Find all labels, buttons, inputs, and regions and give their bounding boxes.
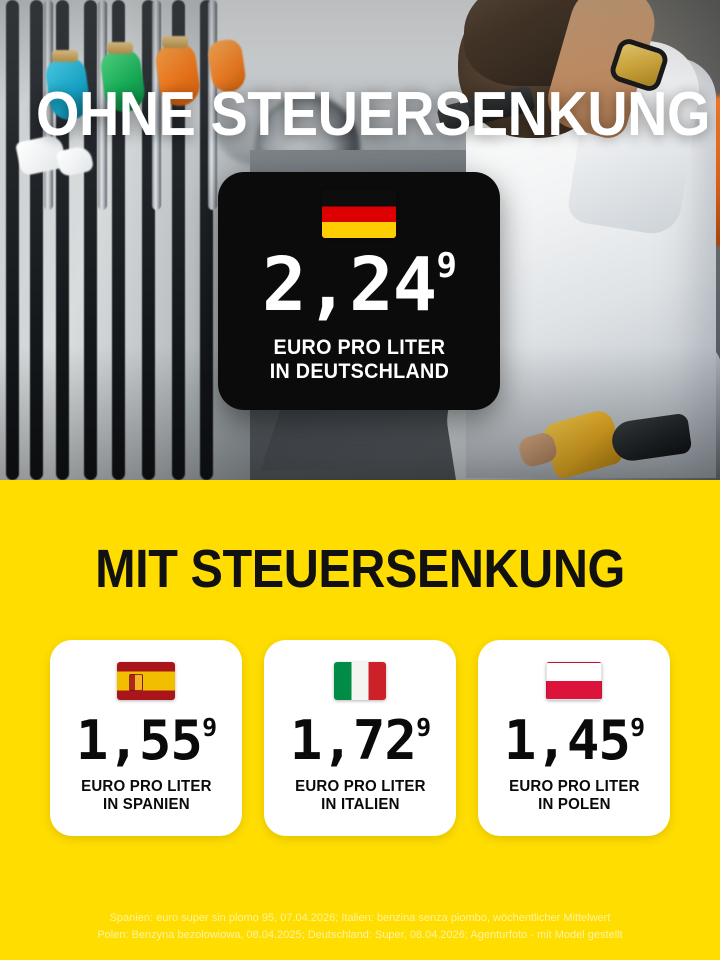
price-superscript: 9: [436, 246, 458, 287]
price-label-line1: EURO PRO LITER: [508, 778, 640, 795]
chrome-pipe: [208, 0, 217, 210]
frustrated-man-photo: [430, 0, 720, 480]
price-label-line1: EURO PRO LITER: [273, 336, 445, 359]
price-cards-row: 1,55 9 EURO PRO LITER IN SPANIEN 1,72 9 EU…: [0, 640, 720, 836]
flag-poland-icon: [546, 662, 602, 700]
price-main: 1,72: [289, 709, 417, 772]
price-label-line2: IN ITALIEN: [320, 796, 400, 814]
chrome-pipe: [152, 0, 161, 210]
fuel-pump-nozzle-bank: [0, 0, 248, 480]
price-card-spain: 1,55 9 EURO PRO LITER IN SPANIEN: [50, 640, 242, 836]
price-value-germany: 2,24 9: [261, 242, 458, 328]
price-value-poland: 1,45 9: [503, 709, 645, 772]
nozzle-collar: [107, 42, 133, 54]
price-label-germany: EURO PRO LITER IN DEUTSCHLAND: [269, 336, 448, 384]
price-main: 2,24: [261, 242, 437, 328]
photo-section: OHNE STEUERSENKUNG 2,24 9 EURO PRO LITER …: [0, 0, 720, 480]
footnote-line-1: Spanien: euro super sin plomo 95, 07.04.…: [109, 912, 611, 924]
flag-germany-icon: [322, 190, 396, 238]
price-value-italy: 1,72 9: [289, 709, 431, 772]
fuel-hose: [56, 0, 69, 480]
fuel-hose: [6, 0, 19, 480]
flag-italy-icon: [334, 662, 386, 700]
price-label-line2: IN SPANIEN: [102, 796, 190, 814]
page-title-bottom: MIT STEUERSENKUNG: [95, 539, 625, 599]
price-label-poland: EURO PRO LITER IN POLEN: [509, 778, 639, 814]
fuel-hose: [112, 0, 125, 480]
fuel-hose: [30, 0, 43, 480]
price-label-line2: IN POLEN: [537, 796, 611, 814]
price-superscript: 9: [202, 713, 217, 742]
price-card-poland: 1,45 9 EURO PRO LITER IN POLEN: [478, 640, 670, 836]
price-card-italy: 1,72 9 EURO PRO LITER IN ITALIEN: [264, 640, 456, 836]
fuel-hose: [84, 0, 97, 480]
price-label-line1: EURO PRO LITER: [80, 778, 212, 795]
price-value-spain: 1,55 9: [75, 709, 217, 772]
price-card-germany: 2,24 9 EURO PRO LITER IN DEUTSCHLAND: [218, 172, 500, 410]
chrome-pipe: [44, 0, 53, 210]
price-label-line1: EURO PRO LITER: [294, 778, 426, 795]
page-title-top: OHNE STEUERSENKUNG: [36, 80, 710, 149]
price-label-spain: EURO PRO LITER IN SPANIEN: [81, 778, 211, 814]
price-main: 1,45: [503, 709, 631, 772]
price-label-line2: IN DEUTSCHLAND: [269, 359, 449, 383]
nozzle-collar: [162, 36, 188, 48]
price-main: 1,55: [75, 709, 203, 772]
price-superscript: 9: [416, 713, 431, 742]
price-superscript: 9: [630, 713, 645, 742]
flag-spain-icon: [117, 662, 175, 700]
comparison-section: MIT STEUERSENKUNG 1,55 9 EURO PRO LITER I…: [0, 480, 720, 960]
source-footnote: Spanien: euro super sin plomo 95, 07.04.…: [0, 910, 720, 944]
price-label-italy: EURO PRO LITER IN ITALIEN: [295, 778, 425, 814]
fuel-hose: [172, 0, 185, 480]
chrome-pipe: [98, 0, 107, 210]
nozzle-collar: [52, 50, 78, 62]
fuel-hose: [142, 0, 155, 480]
footnote-line-2: Polen: Benzyna bezolowiowa, 08.04.2025; …: [97, 929, 623, 941]
